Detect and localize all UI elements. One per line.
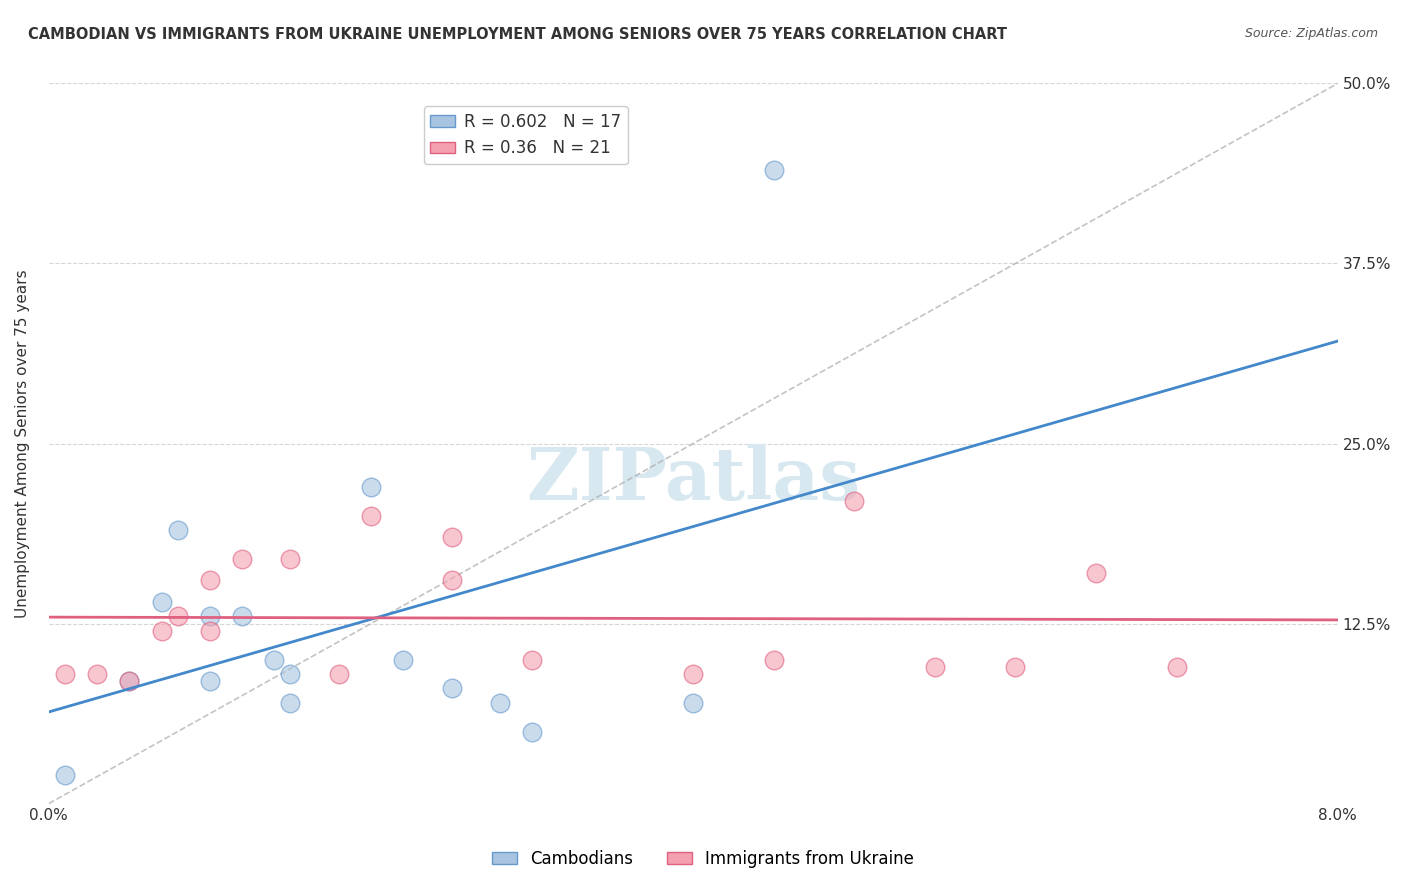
Point (198, 574, 221, 588)
Point (280, 696, 302, 710)
Point (118, 674, 141, 689)
Text: CAMBODIAN VS IMMIGRANTS FROM UKRAINE UNEMPLOYMENT AMONG SENIORS OVER 75 YEARS CO: CAMBODIAN VS IMMIGRANTS FROM UKRAINE UNE… (28, 27, 1007, 42)
Point (360, 508, 382, 523)
Point (280, 551, 302, 566)
Point (440, 681, 463, 696)
Point (1166, 660, 1188, 674)
Point (682, 696, 704, 710)
Point (520, 724, 543, 739)
Point (440, 530, 463, 544)
Point (263, 652, 285, 666)
Point (328, 667, 350, 681)
Point (392, 652, 415, 666)
Point (53, 667, 76, 681)
Point (198, 624, 221, 638)
Text: Source: ZipAtlas.com: Source: ZipAtlas.com (1244, 27, 1378, 40)
Point (86, 667, 108, 681)
Point (1084, 566, 1107, 581)
Point (166, 523, 188, 537)
Point (924, 660, 946, 674)
Point (682, 667, 704, 681)
Point (844, 494, 866, 508)
Point (150, 595, 173, 609)
Point (360, 480, 382, 494)
Point (166, 609, 188, 624)
Legend: Cambodians, Immigrants from Ukraine: Cambodians, Immigrants from Ukraine (485, 844, 921, 875)
Point (1004, 660, 1026, 674)
Point (520, 652, 543, 666)
Point (280, 667, 302, 681)
Text: ZIPatlas: ZIPatlas (526, 444, 860, 515)
Point (53, 768, 76, 782)
Point (440, 574, 463, 588)
Point (231, 551, 253, 566)
Point (762, 162, 785, 177)
Point (198, 674, 221, 689)
Point (198, 609, 221, 624)
Point (231, 609, 253, 624)
Point (762, 652, 785, 666)
Point (150, 624, 173, 638)
Point (489, 696, 512, 710)
Y-axis label: Unemployment Among Seniors over 75 years: Unemployment Among Seniors over 75 years (15, 269, 30, 618)
Legend: R = 0.602   N = 17, R = 0.36   N = 21: R = 0.602 N = 17, R = 0.36 N = 21 (423, 106, 627, 164)
Point (118, 674, 141, 689)
